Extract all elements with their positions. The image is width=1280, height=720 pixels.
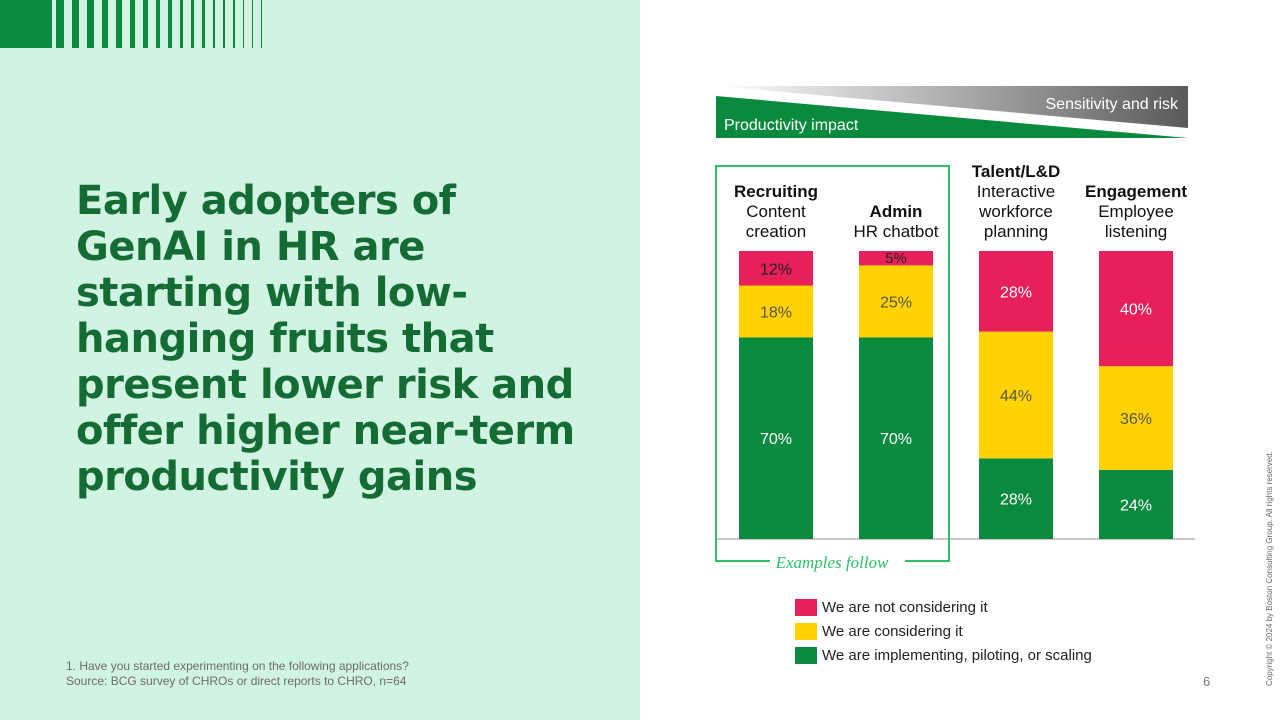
bar-data-label: 18% [760, 304, 792, 321]
bar-segment [979, 251, 1053, 332]
bar-segment [1099, 366, 1173, 470]
bar-data-label: 28% [1000, 492, 1032, 509]
chart-legend: We are not considering it We are conside… [795, 595, 1092, 667]
stripe [233, 0, 235, 48]
bar-segment [739, 285, 813, 338]
bar-data-label: 70% [880, 431, 912, 448]
highlight-box [715, 165, 950, 562]
bar-segment [979, 458, 1053, 539]
stripe [72, 0, 79, 48]
decorative-stripes [0, 0, 262, 48]
legend-label: We are considering it [822, 622, 963, 640]
risk-wedge [716, 86, 1188, 128]
category-group-label: Recruiting [734, 182, 818, 201]
risk-label: Sensitivity and risk [1046, 96, 1179, 113]
left-panel: Early adopters of GenAI in HR are starti… [0, 0, 640, 720]
legend-item-implementing: We are implementing, piloting, or scalin… [795, 643, 1092, 667]
legend-item-considering: We are considering it [795, 619, 1092, 643]
category-label: creation [746, 222, 806, 241]
legend-swatch [795, 598, 817, 616]
bar-data-label: 36% [1120, 411, 1152, 428]
bar-data-label: 40% [1120, 302, 1152, 319]
stripe [243, 0, 244, 48]
stripe-block [0, 0, 52, 48]
category-label: listening [1105, 222, 1167, 241]
bar-data-label: 44% [1000, 388, 1032, 405]
legend-swatch [795, 646, 817, 664]
bar-data-label: 70% [760, 431, 792, 448]
legend-swatch [795, 622, 817, 640]
productivity-wedge [716, 96, 1188, 138]
stripe [213, 0, 215, 48]
category-group-label: Admin [870, 202, 923, 221]
stripe [202, 0, 205, 48]
bar-segment [739, 337, 813, 539]
bar-segment [739, 251, 813, 286]
category-label: HR chatbot [853, 222, 938, 241]
legend-item-not-considering: We are not considering it [795, 595, 1092, 619]
productivity-label: Productivity impact [724, 117, 859, 134]
bar-data-label: 28% [1000, 284, 1032, 301]
bar-data-label: 25% [880, 294, 912, 311]
category-label: Interactive [977, 182, 1055, 201]
bar-segment [1099, 251, 1173, 367]
slide-title: Early adopters of GenAI in HR are starti… [76, 178, 575, 500]
stripe [56, 0, 64, 48]
stripe [180, 0, 183, 48]
bar-segment [1099, 469, 1173, 539]
category-label: planning [984, 222, 1048, 241]
stripe [102, 0, 108, 48]
stripe [116, 0, 122, 48]
category-label: workforce [978, 202, 1053, 221]
bar-data-label: 12% [760, 261, 792, 278]
category-label: Content [746, 202, 806, 221]
page-number: 6 [1203, 674, 1211, 689]
stripe [252, 0, 253, 48]
legend-label: We are implementing, piloting, or scalin… [822, 646, 1092, 664]
bar-data-label: 24% [1120, 497, 1152, 514]
category-group-label: Talent/L&D [972, 162, 1060, 181]
bar-segment [979, 331, 1053, 459]
legend-label: We are not considering it [822, 598, 988, 616]
stripe [223, 0, 225, 48]
footnote: 1. Have you started experimenting on the… [66, 659, 409, 689]
stripe [191, 0, 194, 48]
stripe [87, 0, 94, 48]
bar-segment [859, 251, 933, 266]
bar-data-label: 5% [885, 250, 907, 267]
footnote-question: 1. Have you started experimenting on the… [66, 659, 409, 673]
highlight-label: Examples follow [775, 553, 890, 572]
footnote-source: Source: BCG survey of CHROs or direct re… [66, 674, 407, 688]
stripe [130, 0, 135, 48]
stripe [143, 0, 148, 48]
stripe [261, 0, 262, 48]
stacked-bar-chart: Sensitivity and risk Productivity impact E… [715, 86, 1195, 572]
category-label: Employee [1098, 202, 1174, 221]
bar-segment [859, 337, 933, 539]
copyright-notice: Copyright © 2024 by Boston Consulting Gr… [1265, 451, 1274, 686]
stripe [168, 0, 172, 48]
category-group-label: Engagement [1085, 182, 1187, 201]
bar-segment [859, 265, 933, 338]
stripe [156, 0, 160, 48]
